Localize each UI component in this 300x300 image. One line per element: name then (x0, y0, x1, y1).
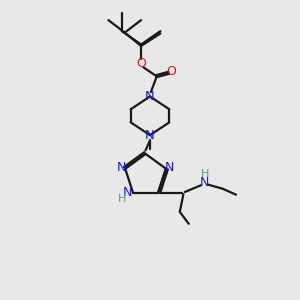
Text: H: H (201, 169, 209, 179)
Text: O: O (167, 65, 176, 78)
Text: N: N (145, 90, 155, 103)
Text: N: N (117, 161, 126, 174)
Text: N: N (145, 129, 155, 142)
Text: N: N (200, 176, 209, 189)
Text: O: O (136, 57, 146, 70)
Text: H: H (118, 194, 126, 203)
Text: N: N (122, 186, 132, 199)
Text: N: N (165, 161, 174, 174)
